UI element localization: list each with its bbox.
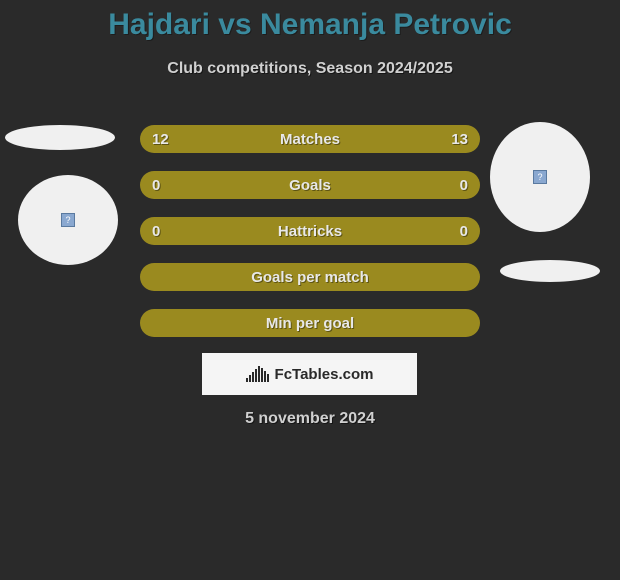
stat-label: Min per goal xyxy=(266,315,354,332)
page-title: Hajdari vs Nemanja Petrovic xyxy=(0,0,620,42)
attribution-text: FcTables.com xyxy=(275,366,374,383)
stat-value-left: 12 xyxy=(152,131,182,148)
stat-label: Goals per match xyxy=(251,269,369,286)
player-photo-right: ? xyxy=(490,122,590,232)
page-subtitle: Club competitions, Season 2024/2025 xyxy=(0,60,620,78)
stat-row-goals-per-match: Goals per match xyxy=(140,263,480,291)
decorative-ellipse-top-left xyxy=(5,125,115,150)
stat-value-right: 0 xyxy=(438,177,468,194)
stat-value-left: 0 xyxy=(152,223,182,240)
stat-value-right: 0 xyxy=(438,223,468,240)
image-placeholder-icon: ? xyxy=(61,213,75,227)
stat-row-matches: 12 Matches 13 xyxy=(140,125,480,153)
stat-row-min-per-goal: Min per goal xyxy=(140,309,480,337)
attribution-chart-icon xyxy=(246,366,269,382)
date-text: 5 november 2024 xyxy=(0,410,620,428)
stat-label: Hattricks xyxy=(278,223,342,240)
decorative-ellipse-bottom-right xyxy=(500,260,600,282)
attribution-box[interactable]: FcTables.com xyxy=(202,353,417,395)
stat-label: Matches xyxy=(280,131,340,148)
stat-row-hattricks: 0 Hattricks 0 xyxy=(140,217,480,245)
stat-value-right: 13 xyxy=(438,131,468,148)
player-photo-left: ? xyxy=(18,175,118,265)
stats-container: 12 Matches 13 0 Goals 0 0 Hattricks 0 Go… xyxy=(140,125,480,355)
stat-label: Goals xyxy=(289,177,331,194)
image-placeholder-icon: ? xyxy=(533,170,547,184)
stat-row-goals: 0 Goals 0 xyxy=(140,171,480,199)
stat-value-left: 0 xyxy=(152,177,182,194)
